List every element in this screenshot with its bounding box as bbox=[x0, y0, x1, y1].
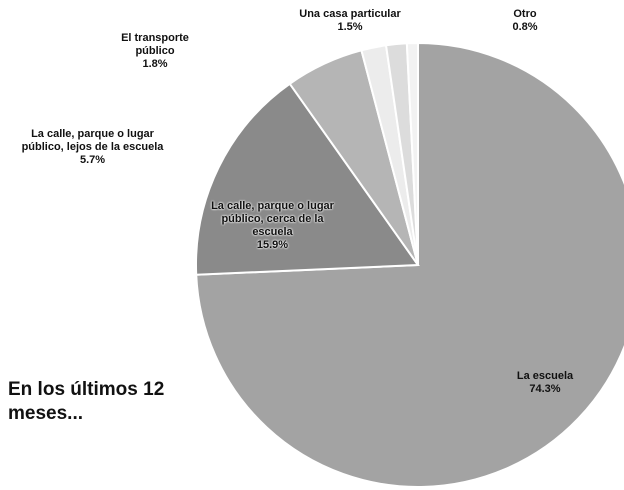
value-label: 5.7% bbox=[79, 154, 106, 166]
category-label: Otro bbox=[513, 8, 537, 20]
category-label: El transporte público bbox=[121, 32, 189, 57]
category-label: Una casa particular bbox=[299, 8, 401, 20]
slice-label: La calle, parque o lugar público, cerca … bbox=[210, 200, 335, 252]
slice-label: La calle, parque o lugar público, lejos … bbox=[20, 128, 165, 167]
slice-label: La escuela 74.3% bbox=[495, 370, 595, 396]
value-label: 0.8% bbox=[512, 21, 538, 33]
slice-label: El transporte público 1.8% bbox=[105, 32, 205, 71]
value-label: 1.8% bbox=[142, 58, 168, 70]
slice-label: Una casa particular 1.5% bbox=[290, 8, 410, 34]
pie-slice bbox=[195, 82, 420, 276]
category-label: La calle, parque o lugar público, cerca … bbox=[211, 200, 334, 238]
category-label: La calle, parque o lugar público, lejos … bbox=[21, 128, 164, 153]
value-label: 1.5% bbox=[337, 21, 363, 33]
value-label: 74.3% bbox=[529, 383, 561, 395]
category-label: La escuela bbox=[516, 370, 574, 382]
slice-label: Otro 0.8% bbox=[480, 8, 570, 34]
annotation: En los últimos 12 meses... bbox=[8, 379, 165, 424]
pie-slice bbox=[195, 41, 624, 488]
pie-slice bbox=[405, 41, 419, 266]
value-label: 15.9% bbox=[256, 239, 289, 251]
